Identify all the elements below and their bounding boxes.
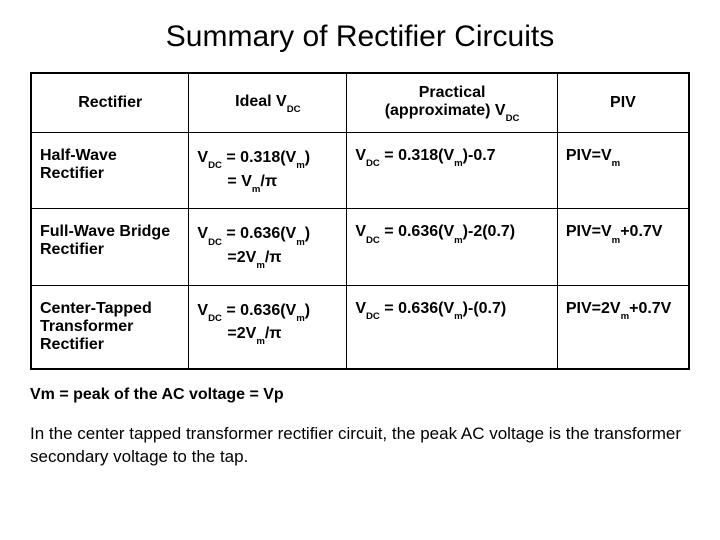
piv-sub: m [621, 311, 630, 322]
practical-sub1: DC [366, 235, 380, 246]
ideal-post: ) [305, 225, 310, 242]
table-row: Full-Wave Bridge Rectifier VDC = 0.636(V… [31, 209, 689, 285]
rectifier-name: Center-Tapped Transformer Rectifier [31, 285, 189, 369]
header-piv: PIV [557, 73, 689, 133]
piv-pre: PIV=V [566, 223, 612, 240]
table-row: Center-Tapped Transformer Rectifier VDC … [31, 285, 689, 369]
ideal2-pre: =2V [227, 325, 256, 342]
header-practical-line2: (approximate) V [385, 102, 506, 119]
page-title: Summary of Rectifier Circuits [30, 20, 690, 54]
note-center-tapped: In the center tapped transformer rectifi… [30, 422, 690, 470]
practical-vdc: VDC = 0.636(Vm)-2(0.7) [347, 209, 558, 285]
ideal-pre: V [197, 225, 208, 242]
practical-pre: V [355, 223, 366, 240]
header-practical-line1: Practical [419, 84, 486, 101]
table-row: Half-Wave Rectifier VDC = 0.318(Vm) = Vm… [31, 133, 689, 209]
ideal-post: ) [305, 302, 310, 319]
header-ideal-sub: DC [287, 104, 301, 115]
practical-sub2: m [454, 311, 463, 322]
piv-post: +0.7V [629, 300, 671, 317]
practical-vdc: VDC = 0.318(Vm)-0.7 [347, 133, 558, 209]
ideal2-pre: =2V [227, 249, 256, 266]
ideal2-pre: = V [227, 173, 251, 190]
ideal2-sub: m [252, 184, 261, 195]
practical-mid: = 0.636(V [380, 300, 454, 317]
practical-post: )-0.7 [463, 147, 496, 164]
rectifier-name: Half-Wave Rectifier [31, 133, 189, 209]
ideal-mid: = 0.636(V [222, 225, 296, 242]
practical-sub1: DC [366, 311, 380, 322]
rectifier-name: Full-Wave Bridge Rectifier [31, 209, 189, 285]
ideal2-post: /π [265, 325, 282, 342]
ideal2-sub: m [256, 336, 265, 347]
ideal-pre: V [197, 149, 208, 166]
piv-value: PIV=Vm [557, 133, 689, 209]
practical-sub2: m [454, 158, 463, 169]
ideal-vdc: VDC = 0.636(Vm) =2Vm/π [189, 285, 347, 369]
practical-sub1: DC [366, 158, 380, 169]
ideal-sub1: DC [208, 313, 222, 324]
note-vm-definition: Vm = peak of the AC voltage = Vp [30, 386, 690, 404]
header-rectifier: Rectifier [31, 73, 189, 133]
piv-pre: PIV=2V [566, 300, 621, 317]
ideal-sub2: m [296, 313, 305, 324]
ideal2-sub: m [256, 260, 265, 271]
ideal-mid: = 0.636(V [222, 302, 296, 319]
practical-mid: = 0.318(V [380, 147, 454, 164]
practical-pre: V [355, 300, 366, 317]
header-practical-sub: DC [506, 113, 520, 124]
ideal2-post: /π [260, 173, 277, 190]
piv-post: +0.7V [620, 223, 662, 240]
piv-value: PIV=Vm+0.7V [557, 209, 689, 285]
ideal-vdc: VDC = 0.318(Vm) = Vm/π [189, 133, 347, 209]
ideal-vdc: VDC = 0.636(Vm) =2Vm/π [189, 209, 347, 285]
ideal-sub2: m [296, 237, 305, 248]
ideal-sub1: DC [208, 237, 222, 248]
ideal2-post: /π [265, 249, 282, 266]
ideal-post: ) [305, 149, 310, 166]
table-header-row: Rectifier Ideal VDC Practical (approxima… [31, 73, 689, 133]
practical-vdc: VDC = 0.636(Vm)-(0.7) [347, 285, 558, 369]
ideal-sub1: DC [208, 160, 222, 171]
practical-mid: = 0.636(V [380, 223, 454, 240]
rectifier-table: Rectifier Ideal VDC Practical (approxima… [30, 72, 690, 370]
ideal-sub2: m [296, 160, 305, 171]
piv-sub: m [612, 235, 621, 246]
practical-pre: V [355, 147, 366, 164]
header-ideal-text: Ideal V [235, 93, 287, 110]
piv-sub: m [612, 158, 621, 169]
ideal-pre: V [197, 302, 208, 319]
header-practical: Practical (approximate) VDC [347, 73, 558, 133]
ideal-mid: = 0.318(V [222, 149, 296, 166]
practical-post: )-(0.7) [463, 300, 507, 317]
header-ideal: Ideal VDC [189, 73, 347, 133]
practical-post: )-2(0.7) [463, 223, 515, 240]
practical-sub2: m [454, 235, 463, 246]
piv-value: PIV=2Vm+0.7V [557, 285, 689, 369]
piv-pre: PIV=V [566, 147, 612, 164]
